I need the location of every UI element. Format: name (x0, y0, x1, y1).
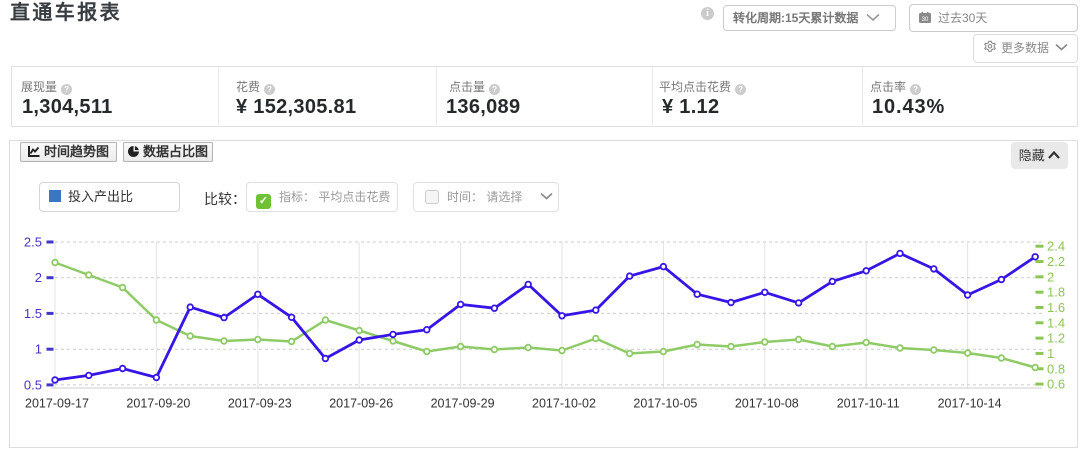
svg-text:2.4: 2.4 (1047, 239, 1065, 254)
svg-text:0.5: 0.5 (24, 377, 42, 392)
svg-text:2.2: 2.2 (1047, 254, 1065, 269)
svg-text:1.5: 1.5 (24, 306, 42, 321)
svg-text:1: 1 (1047, 346, 1054, 361)
svg-text:2017-10-05: 2017-10-05 (633, 397, 697, 411)
svg-text:1.2: 1.2 (1047, 331, 1065, 346)
svg-text:2017-09-29: 2017-09-29 (431, 397, 495, 411)
svg-text:2.5: 2.5 (24, 235, 42, 250)
svg-text:0.6: 0.6 (1047, 377, 1065, 392)
svg-text:1.4: 1.4 (1047, 315, 1065, 330)
svg-text:1.6: 1.6 (1047, 300, 1065, 315)
svg-text:2017-09-23: 2017-09-23 (228, 397, 292, 411)
svg-text:2017-10-08: 2017-10-08 (735, 397, 799, 411)
svg-text:2: 2 (35, 270, 42, 285)
svg-text:2017-09-26: 2017-09-26 (329, 397, 393, 411)
svg-text:2017-10-11: 2017-10-11 (837, 397, 900, 411)
svg-text:2: 2 (1047, 269, 1054, 284)
svg-text:1: 1 (35, 342, 42, 357)
svg-text:2017-09-17: 2017-09-17 (25, 397, 89, 411)
svg-text:30: 30 (922, 17, 929, 23)
svg-text:1.8: 1.8 (1047, 285, 1065, 300)
svg-text:0.8: 0.8 (1047, 361, 1065, 376)
svg-text:2017-09-20: 2017-09-20 (126, 397, 190, 411)
svg-text:2017-10-14: 2017-10-14 (938, 397, 1002, 411)
svg-text:2017-10-02: 2017-10-02 (532, 397, 596, 411)
